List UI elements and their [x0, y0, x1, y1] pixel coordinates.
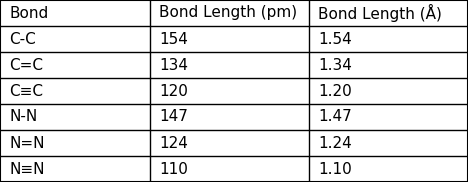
- Text: 1.10: 1.10: [318, 161, 352, 177]
- Text: 154: 154: [159, 31, 188, 46]
- Text: Bond Length (pm): Bond Length (pm): [159, 5, 297, 21]
- Text: 1.24: 1.24: [318, 136, 352, 151]
- Text: 1.47: 1.47: [318, 110, 352, 124]
- Text: C≡C: C≡C: [9, 84, 43, 98]
- Text: Bond Length (Å): Bond Length (Å): [318, 4, 442, 22]
- Text: 124: 124: [159, 136, 188, 151]
- Text: C=C: C=C: [9, 58, 43, 72]
- Text: 134: 134: [159, 58, 188, 72]
- Text: 120: 120: [159, 84, 188, 98]
- Text: 1.54: 1.54: [318, 31, 352, 46]
- Text: 1.34: 1.34: [318, 58, 352, 72]
- Text: 147: 147: [159, 110, 188, 124]
- Text: N=N: N=N: [9, 136, 45, 151]
- Text: 110: 110: [159, 161, 188, 177]
- Text: N≡N: N≡N: [9, 161, 45, 177]
- Text: 1.20: 1.20: [318, 84, 352, 98]
- Text: C-C: C-C: [9, 31, 36, 46]
- Text: N-N: N-N: [9, 110, 37, 124]
- Text: Bond: Bond: [9, 5, 49, 21]
